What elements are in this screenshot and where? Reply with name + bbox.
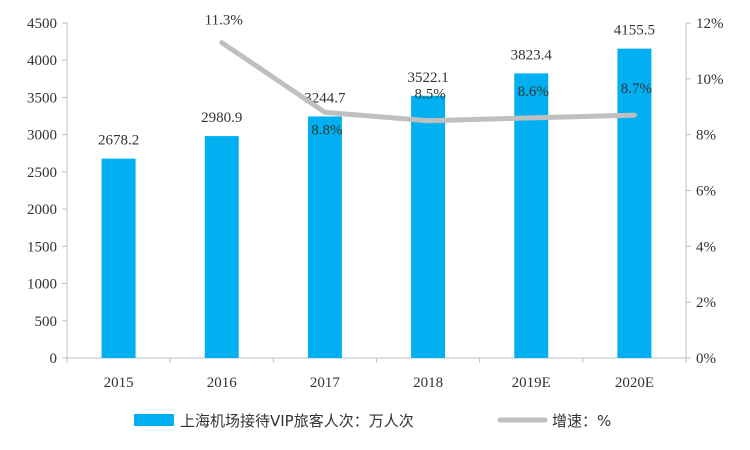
x-tick-label: 2015 [104,375,134,391]
bar-value-label: 3522.1 [407,70,448,86]
right-tick-label: 2% [696,295,716,311]
x-tick-label: 2017 [310,375,341,391]
legend-line-label: 增速：% [552,412,611,430]
left-tick-label: 4000 [27,53,57,69]
legend-bar-label: 上海机场接待VIP旅客人次：万人次 [180,412,414,430]
left-tick-label: 1500 [27,239,57,255]
rate-value-label: 8.6% [518,84,549,100]
right-tick-label: 6% [696,184,716,200]
bar-value-label: 3823.4 [511,47,553,63]
right-tick-label: 10% [696,72,724,88]
left-tick-label: 0 [50,351,58,367]
x-tick-label: 2016 [207,375,238,391]
bar [617,48,652,358]
bar [514,73,549,358]
bar [101,158,136,358]
bar-series [101,48,652,359]
right-tick-label: 0% [696,351,716,367]
right-tick-label: 4% [696,239,716,255]
bar [204,136,239,358]
left-tick-label: 1000 [27,277,57,293]
bar-value-label: 4155.5 [614,23,655,39]
growth-rate-line [219,40,637,124]
x-ticks: 2015 2016 2017 2018 2019E 2020E [66,358,687,391]
left-tick-label: 2000 [27,202,57,218]
bar [307,116,342,359]
left-y-ticks: 0 500 1000 1500 2000 2500 3000 3500 4000 4500 [27,16,67,367]
rate-value-label: 8.8% [311,122,342,138]
left-tick-label: 3000 [27,128,57,144]
left-tick-label: 500 [35,314,58,330]
line-labels: 11.3% 8.8% 8.5% 8.6% 8.7% [205,13,652,139]
x-tick-label: 2019E [512,375,551,391]
rate-value-label: 11.3% [205,13,243,29]
right-tick-label: 8% [696,128,716,144]
rate-value-label: 8.5% [414,87,445,103]
left-tick-label: 2500 [27,165,57,181]
bar-value-label: 2980.9 [201,110,242,126]
left-tick-label: 3500 [27,90,57,106]
legend-bar-swatch [134,414,174,426]
left-tick-label: 4500 [27,16,57,32]
axes [66,23,687,359]
bar-value-label: 2678.2 [98,133,139,149]
rate-value-label: 8.7% [621,81,652,97]
x-tick-label: 2020E [615,375,654,391]
bar [411,95,446,358]
legend: 上海机场接待VIP旅客人次：万人次 增速：% [134,412,611,430]
line-series [219,40,637,124]
right-tick-label: 12% [696,16,724,32]
right-y-ticks: 0% 2% 4% 6% 8% 10% 12% [686,16,724,367]
x-tick-label: 2018 [413,375,443,391]
